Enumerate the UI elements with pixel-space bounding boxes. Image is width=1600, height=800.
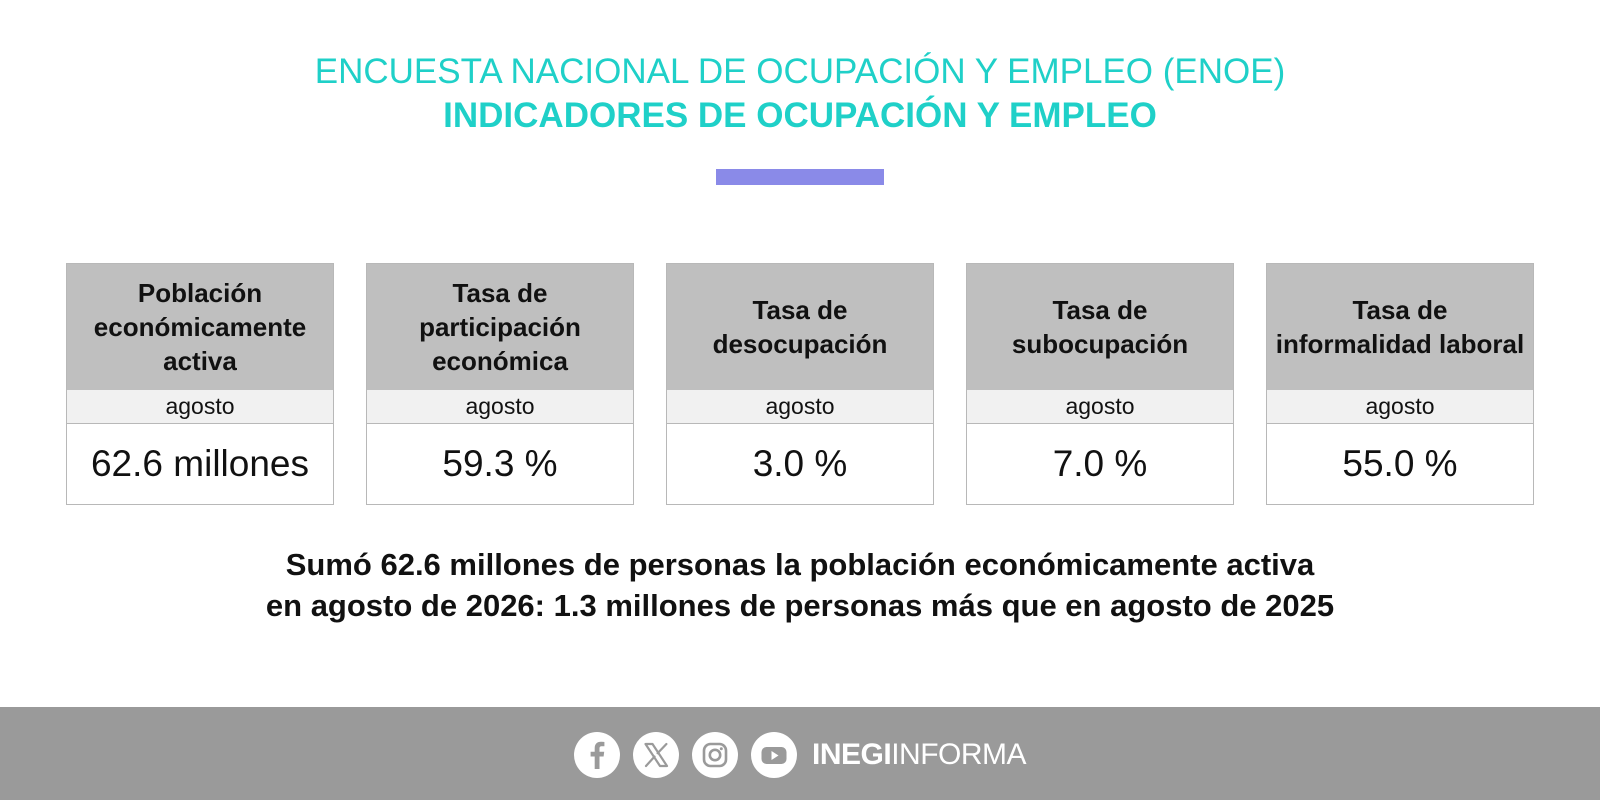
indicator-title: Tasa de desocupación bbox=[667, 264, 933, 390]
indicator-value: 59.3 % bbox=[442, 443, 558, 484]
indicator-period: agosto bbox=[1267, 390, 1533, 424]
indicator-value: 7.0 % bbox=[1052, 443, 1148, 484]
survey-title: ENCUESTA NACIONAL DE OCUPACIÓN Y EMPLEO … bbox=[314, 52, 1286, 91]
indicator-value: 3.0 % bbox=[752, 443, 848, 484]
indicator-period: agosto bbox=[667, 390, 933, 424]
footer: INEGIINFORMA bbox=[0, 707, 1600, 800]
summary-line: Sumó 62.6 millones de personas la poblac… bbox=[285, 547, 1315, 582]
header: ENCUESTA NACIONAL DE OCUPACIÓN Y EMPLEO … bbox=[0, 50, 1600, 138]
indicator-period: agosto bbox=[367, 390, 633, 424]
indicator-period: agosto bbox=[967, 390, 1233, 424]
brand-bold: INEGI bbox=[812, 738, 892, 771]
facebook-icon[interactable] bbox=[574, 732, 620, 778]
indicator-card-participacion: Tasa de participación económica agosto 5… bbox=[366, 263, 634, 505]
brand-light: INFORMA bbox=[891, 738, 1027, 771]
indicator-value: 62.6 millones bbox=[90, 443, 309, 484]
indicator-title: Población económicamente activa bbox=[67, 264, 333, 390]
summary-line: en agosto de 2026: 1.3 millones de perso… bbox=[265, 588, 1335, 623]
indicator-title: Tasa de participación económica bbox=[367, 264, 633, 390]
indicators-title: INDICADORES DE OCUPACIÓN Y EMPLEO bbox=[443, 96, 1157, 135]
accent-divider bbox=[716, 169, 884, 185]
indicator-period: agosto bbox=[67, 390, 333, 424]
summary-text: Sumó 62.6 millones de personas la poblac… bbox=[0, 544, 1600, 626]
youtube-icon[interactable] bbox=[751, 732, 797, 778]
brand-logo: INEGIINFORMA bbox=[812, 738, 1027, 772]
indicator-title: Tasa de informalidad laboral bbox=[1267, 264, 1533, 390]
social-links: INEGIINFORMA bbox=[574, 731, 1027, 779]
indicator-card-subocupacion: Tasa de subocupación agosto 7.0 % bbox=[966, 263, 1234, 505]
indicator-cards: Población económicamente activa agosto 6… bbox=[66, 263, 1534, 505]
indicator-card-desocupacion: Tasa de desocupación agosto 3.0 % bbox=[666, 263, 934, 505]
indicator-card-pea: Población económicamente activa agosto 6… bbox=[66, 263, 334, 505]
x-icon[interactable] bbox=[633, 732, 679, 778]
indicator-title: Tasa de subocupación bbox=[967, 264, 1233, 390]
indicator-card-informalidad: Tasa de informalidad laboral agosto 55.0… bbox=[1266, 263, 1534, 505]
instagram-icon[interactable] bbox=[692, 732, 738, 778]
indicator-value: 55.0 % bbox=[1342, 443, 1458, 484]
